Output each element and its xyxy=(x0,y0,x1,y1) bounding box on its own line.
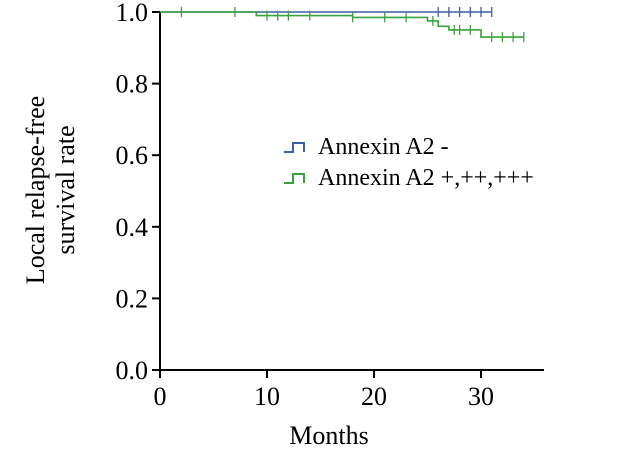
y-tick-label: 0.6 xyxy=(116,141,149,170)
series-group-1 xyxy=(160,7,525,43)
y-tick-label: 0.4 xyxy=(116,213,149,242)
y-axis-title-line-2: survival rate xyxy=(51,125,80,254)
legend-label-annexin-negative: Annexin A2 - xyxy=(318,134,449,160)
y-tick-label: 0.2 xyxy=(116,284,149,313)
y-ticks: 0.0 0.2 0.4 0.6 0.8 1.0 xyxy=(116,0,160,385)
x-tick-label: 10 xyxy=(254,382,280,411)
series-layer xyxy=(160,7,525,43)
x-ticks: 0 10 20 30 xyxy=(154,370,494,411)
y-axis-title: Local relapse-free survival rate xyxy=(21,96,80,284)
x-axis-title: Months xyxy=(289,421,368,450)
legend: Annexin A2 - Annexin A2 +,++,+++ xyxy=(284,134,534,191)
y-tick-label: 0.0 xyxy=(116,356,149,385)
x-tick-label: 20 xyxy=(361,382,387,411)
axes xyxy=(159,12,544,371)
y-tick-label: 1.0 xyxy=(116,0,149,27)
y-axis-title-line-1: Local relapse-free xyxy=(21,96,50,284)
legend-item-annexin-positive: Annexin A2 +,++,+++ xyxy=(284,165,534,191)
series-line-1 xyxy=(160,11,524,38)
legend-swatch-annexin-positive xyxy=(284,173,305,184)
legend-swatch-annexin-negative xyxy=(284,142,305,153)
y-tick-label: 0.8 xyxy=(116,70,149,99)
legend-item-annexin-negative: Annexin A2 - xyxy=(284,134,449,160)
legend-label-annexin-positive: Annexin A2 +,++,+++ xyxy=(318,165,534,191)
x-tick-label: 0 xyxy=(154,382,167,411)
x-tick-label: 30 xyxy=(468,382,494,411)
